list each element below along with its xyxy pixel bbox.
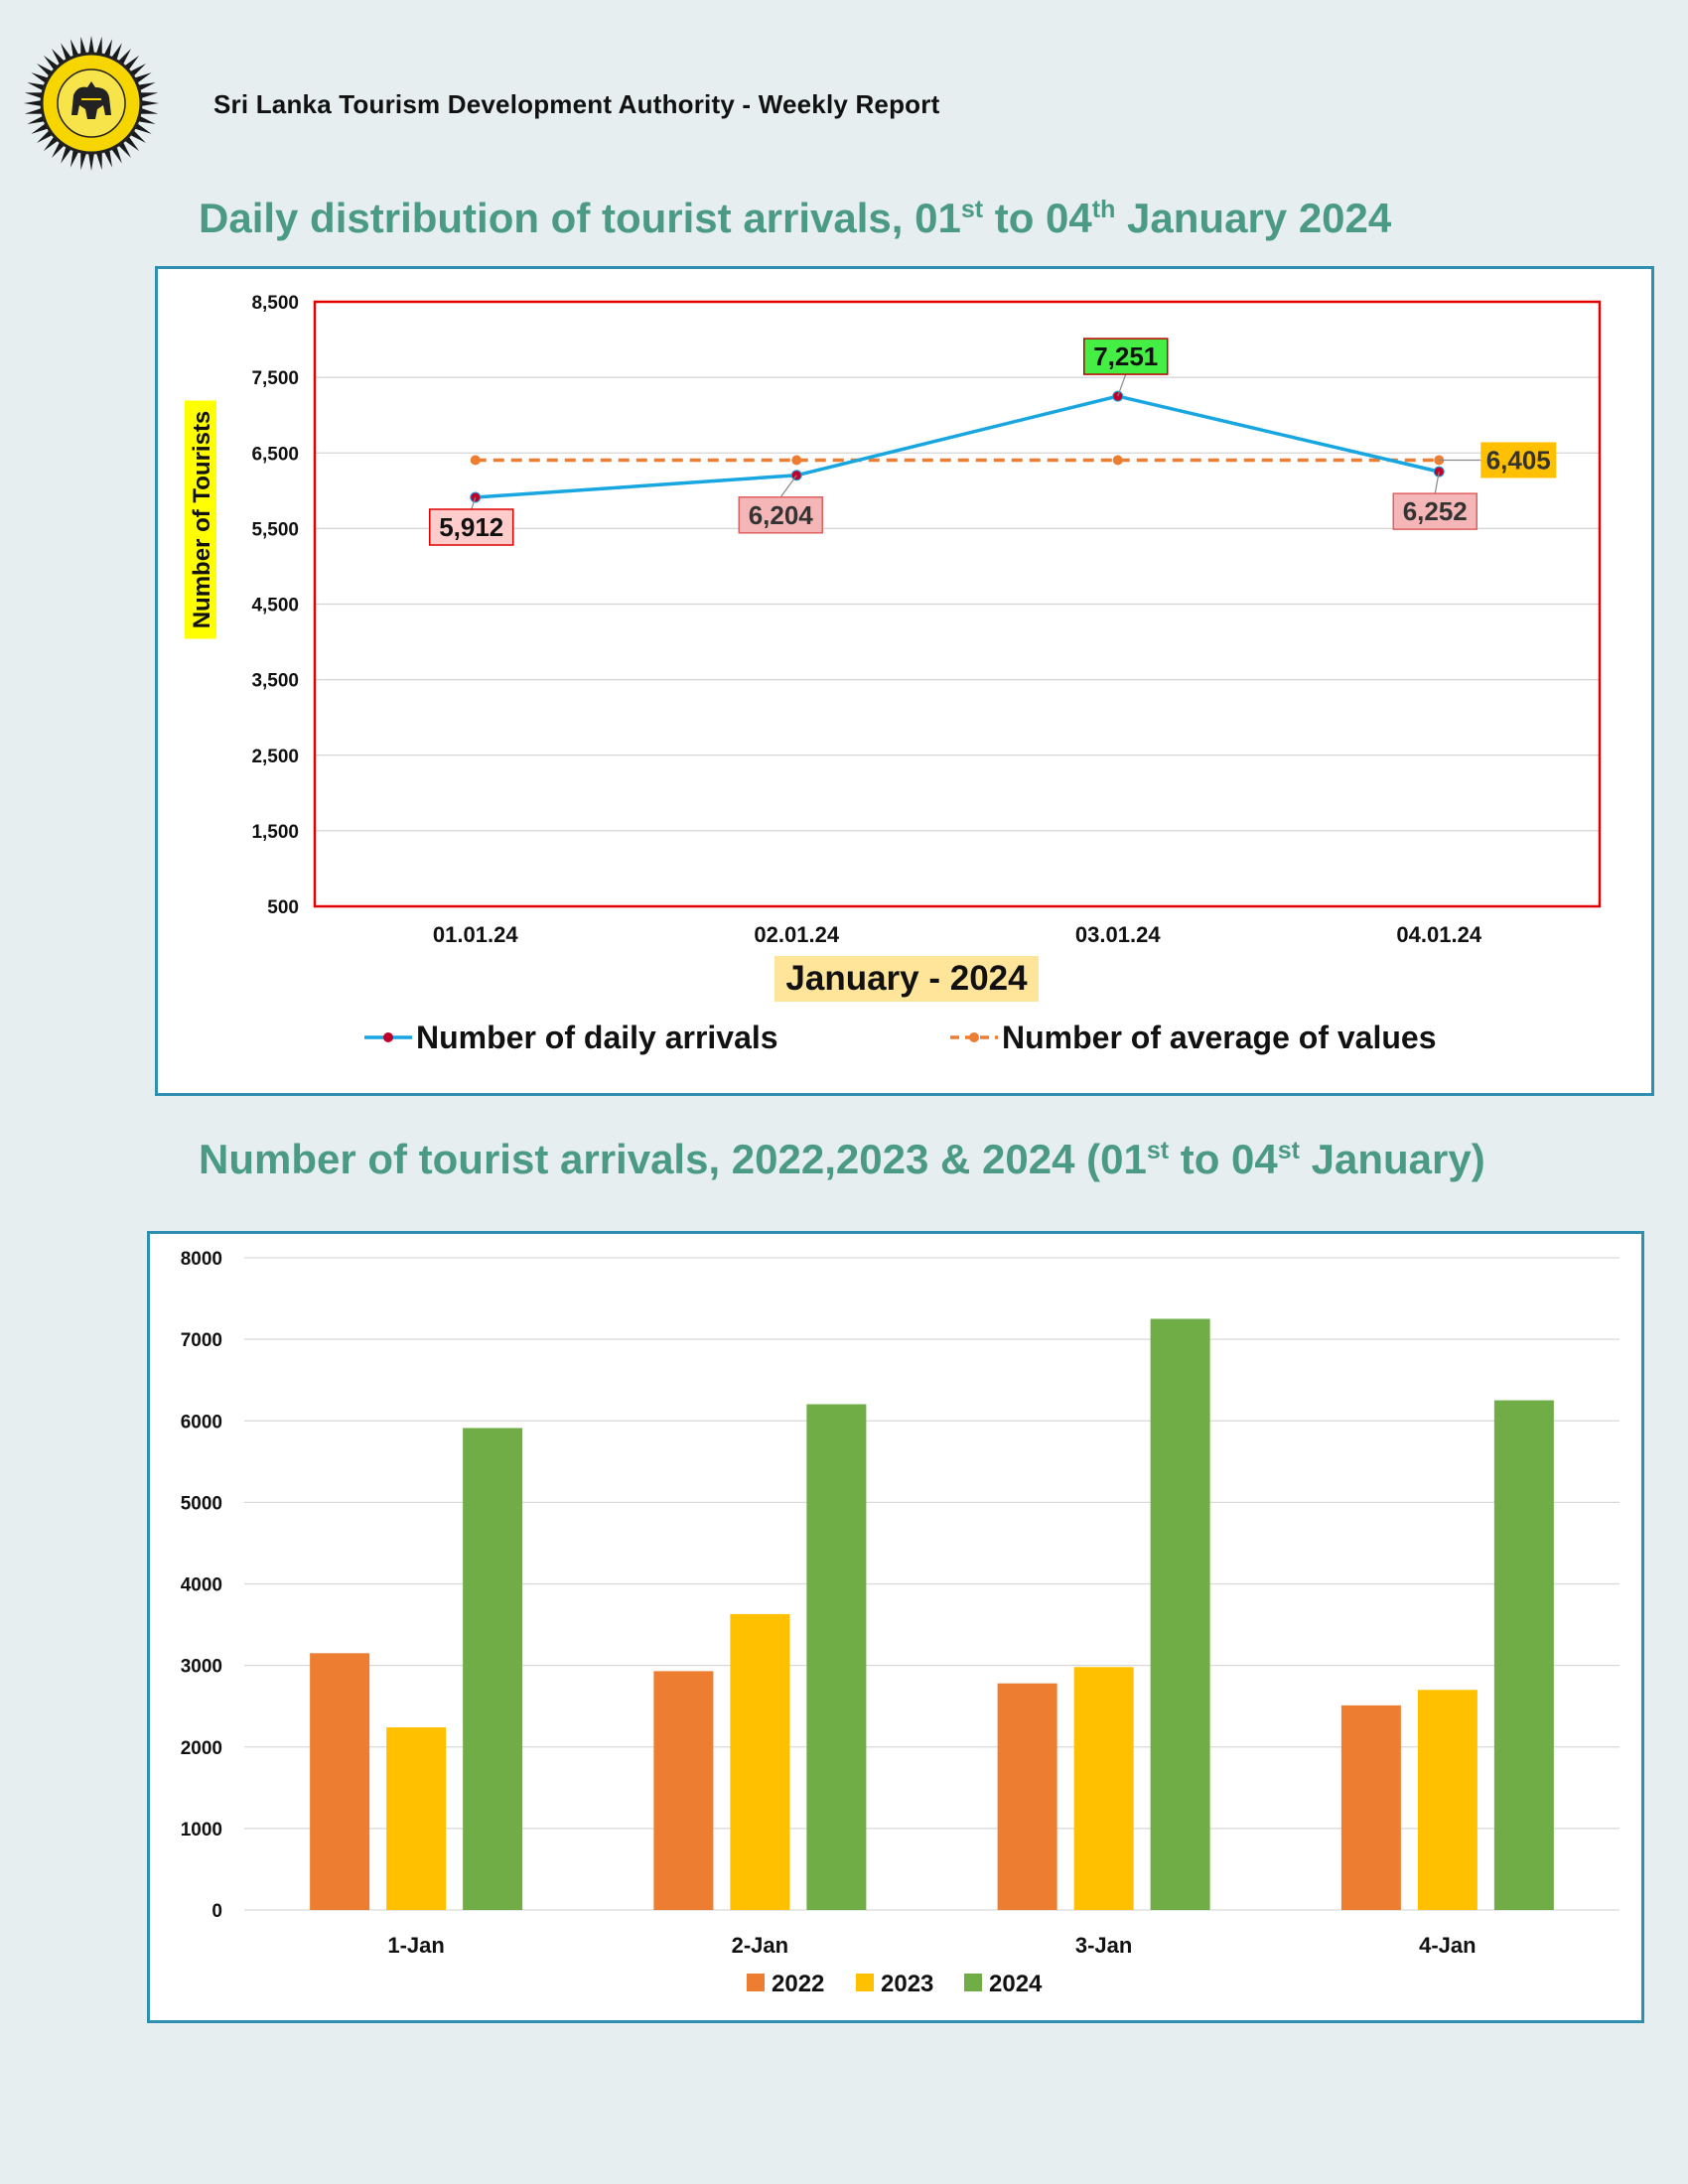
- daily-point: [1112, 390, 1124, 402]
- x-tick-label: 2-Jan: [732, 1933, 788, 1958]
- line-chart-panel: 500 1,500 2,500 3,500 4,500 5,500 6,500 7,500 8,…: [155, 266, 1654, 1096]
- plot-area-border: [313, 300, 1602, 908]
- legend-daily-marker: [383, 1032, 393, 1042]
- data-label: 6,204: [749, 500, 814, 530]
- title-superscript: th: [1091, 196, 1116, 223]
- title-superscript: st: [1277, 1137, 1300, 1164]
- title-superscript: st: [1146, 1137, 1170, 1164]
- bar-2022: [997, 1683, 1057, 1910]
- y-tick-label: 7000: [181, 1330, 222, 1351]
- y-tick-label: 500: [267, 897, 299, 918]
- bar-2024: [1150, 1318, 1210, 1910]
- average-point: [1112, 455, 1123, 466]
- x-tick-label: 01.01.24: [433, 922, 518, 947]
- y-tick-label: 6000: [181, 1412, 222, 1433]
- y-axis-title-highlight: [185, 400, 216, 639]
- title-part: Number of tourist arrivals, 2022,2023 & …: [199, 1136, 1147, 1182]
- data-label: 6,252: [1403, 496, 1468, 526]
- title-part: to 04: [1169, 1136, 1278, 1182]
- x-tick-label: 3-Jan: [1075, 1933, 1132, 1958]
- bar-chart-panel: 0 1000 2000 3000 4000 5000 6000 7000 8000 1-Jan 2-…: [147, 1231, 1644, 2023]
- data-label-leader: [779, 475, 797, 498]
- bar-2024: [1493, 1400, 1554, 1910]
- title-part: January 2024: [1115, 195, 1392, 241]
- legend-average-marker: [969, 1032, 979, 1042]
- y-tick-label: 8000: [181, 1249, 222, 1270]
- bar-2022: [310, 1653, 370, 1910]
- average-label: 6,405: [1486, 445, 1551, 475]
- bar-2023: [1073, 1667, 1134, 1910]
- average-point: [791, 455, 802, 466]
- y-axis-title-text: Number of Tourists: [189, 411, 215, 629]
- x-axis-title: January - 2024: [785, 959, 1028, 998]
- data-label-box: [1392, 492, 1477, 530]
- x-tick-label: 02.01.24: [754, 922, 839, 947]
- average-label-box: [1480, 442, 1557, 478]
- legend-label-2024: 2024: [989, 1971, 1043, 1997]
- x-tick-label: 04.01.24: [1396, 922, 1481, 947]
- data-label: 7,251: [1093, 341, 1158, 371]
- x-tick-label: 4-Jan: [1419, 1933, 1476, 1958]
- title-part: to 04: [983, 195, 1092, 241]
- bar-2024: [806, 1404, 867, 1910]
- title-part: Daily distribution of tourist arrivals, …: [199, 195, 961, 241]
- y-tick-label: 5000: [181, 1493, 222, 1514]
- data-label: 5,912: [439, 512, 503, 542]
- x-tick-label: 1-Jan: [387, 1933, 444, 1958]
- title-part: January): [1299, 1136, 1485, 1182]
- y-tick-label: 7,500: [251, 368, 299, 389]
- title-superscript: st: [960, 196, 984, 223]
- y-tick-label: 1,500: [251, 822, 299, 843]
- y-axis-title: Number of Tourists: [185, 400, 216, 639]
- bar-2022: [653, 1671, 714, 1910]
- line-chart-title: Daily distribution of tourist arrivals, …: [199, 195, 1391, 242]
- y-tick-label: 2000: [181, 1738, 222, 1759]
- y-tick-label: 4,500: [251, 596, 299, 616]
- data-label-leader: [471, 496, 477, 510]
- data-label-box: [738, 496, 823, 534]
- y-tick-label: 6,500: [251, 444, 299, 465]
- x-tick-label: 03.01.24: [1075, 922, 1161, 947]
- y-tick-label: 3000: [181, 1657, 222, 1678]
- bar-2024: [463, 1428, 523, 1910]
- y-tick-label: 8,500: [251, 293, 299, 314]
- bar-chart: 0 1000 2000 3000 4000 5000 6000 7000 8000 1-Jan 2-…: [181, 1249, 1619, 1997]
- y-tick-label: 3,500: [251, 671, 299, 692]
- bar-2022: [1340, 1705, 1401, 1910]
- line-chart: 500 1,500 2,500 3,500 4,500 5,500 6,500 7,500 8,…: [185, 293, 1602, 1055]
- bar-2023: [1417, 1690, 1477, 1910]
- average-point: [470, 455, 481, 466]
- sltda-logo: [24, 36, 159, 171]
- bar-2023: [730, 1613, 790, 1910]
- legend-label-2022: 2022: [772, 1971, 824, 1997]
- data-label-box: [1083, 338, 1169, 375]
- y-tick-label: 0: [211, 1901, 222, 1922]
- daily-line: [475, 394, 1440, 499]
- bar-2023: [386, 1727, 447, 1910]
- y-tick-label: 5,500: [251, 519, 299, 540]
- y-tick-label: 1000: [181, 1820, 222, 1841]
- legend-daily-label: Number of daily arrivals: [416, 1020, 778, 1055]
- legend-swatch-2023: [856, 1974, 874, 1991]
- y-tick-label: 4000: [181, 1575, 222, 1596]
- y-tick-label: 2,500: [251, 747, 299, 767]
- legend-label-2023: 2023: [881, 1971, 933, 1997]
- data-label-leader: [1434, 472, 1440, 494]
- organization-header: Sri Lanka Tourism Development Authority …: [213, 89, 940, 119]
- legend-swatch-2024: [964, 1974, 982, 1991]
- x-axis-title-highlight: [774, 956, 1039, 1002]
- data-label-box: [429, 508, 514, 546]
- data-label-leader: [1117, 373, 1127, 397]
- bar-chart-title: Number of tourist arrivals, 2022,2023 & …: [199, 1136, 1485, 1183]
- legend-swatch-2022: [747, 1974, 765, 1991]
- legend-average-label: Number of average of values: [1002, 1020, 1436, 1055]
